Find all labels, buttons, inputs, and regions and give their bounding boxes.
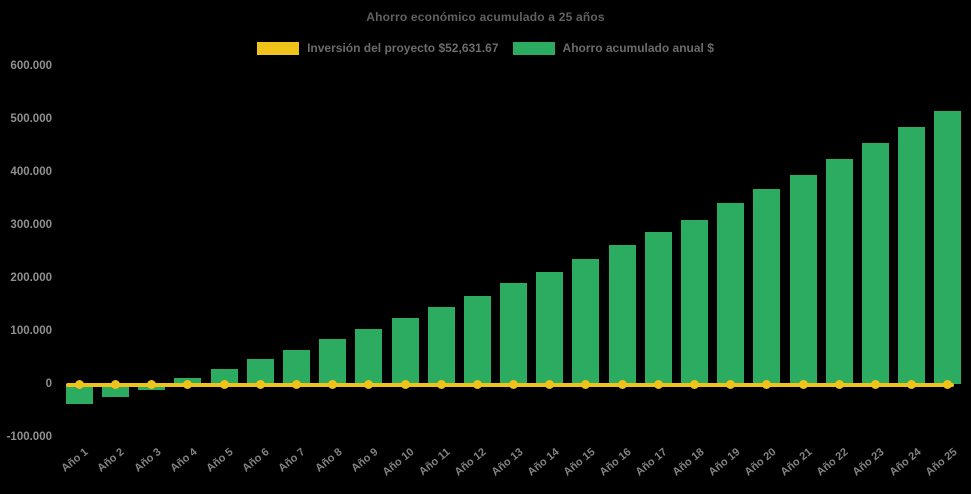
bar [717, 203, 745, 384]
investment-line-marker [545, 380, 555, 389]
investment-line-marker [364, 380, 374, 389]
investment-line-marker [798, 380, 808, 389]
investment-line-marker [255, 380, 265, 389]
bar [644, 232, 672, 384]
bar [789, 174, 817, 384]
investment-line-marker [219, 380, 229, 389]
investment-line-marker [147, 380, 157, 389]
bar [681, 219, 709, 384]
bar [608, 244, 636, 384]
bar [934, 110, 962, 384]
bar [427, 306, 455, 384]
investment-line-marker [762, 380, 772, 389]
bar [500, 283, 528, 384]
bar [210, 368, 238, 384]
y-axis-tick-label: 600.000 [10, 60, 52, 72]
savings-legend-label: Ahorro acumulado anual $ [562, 41, 714, 55]
investment-line-marker [183, 380, 193, 389]
investment-swatch [257, 41, 300, 55]
investment-legend-label: Inversión del proyecto $52,631.67 [307, 41, 499, 55]
investment-line-marker [690, 380, 700, 389]
investment-line-marker [943, 380, 953, 389]
y-axis-tick-label: -100.000 [6, 431, 52, 443]
investment-line-marker [726, 380, 736, 389]
investment-line-marker [328, 380, 338, 389]
bar [319, 339, 347, 384]
investment-line-marker [581, 380, 591, 389]
investment-line-marker [472, 380, 482, 389]
y-axis-tick-label: 0 [45, 378, 52, 390]
legend-item-investment[interactable]: Inversión del proyecto $52,631.67 [257, 41, 499, 55]
legend: Inversión del proyecto $52,631.67 Ahorro… [0, 41, 971, 55]
investment-line-marker [907, 380, 917, 389]
investment-line-marker [110, 380, 120, 389]
bar [282, 349, 310, 384]
investment-line-marker [74, 380, 84, 389]
bar [572, 259, 600, 384]
investment-line-marker [436, 380, 446, 389]
investment-line-marker [509, 380, 519, 389]
bar [355, 329, 383, 384]
investment-line-marker [870, 380, 880, 389]
investment-line-marker [291, 380, 301, 389]
investment-line-marker [653, 380, 663, 389]
bar [65, 384, 93, 404]
savings-swatch [512, 41, 555, 55]
bar [391, 317, 419, 384]
y-axis-tick-label: 200.000 [10, 272, 52, 284]
legend-item-savings[interactable]: Ahorro acumulado anual $ [512, 41, 714, 55]
investment-line-marker [617, 380, 627, 389]
bar [825, 159, 853, 384]
y-axis-tick-label: 300.000 [10, 219, 52, 231]
chart-title: Ahorro económico acumulado a 25 años [366, 10, 605, 24]
bar [536, 271, 564, 384]
bar [246, 359, 274, 384]
bar [898, 127, 926, 384]
bar [753, 189, 781, 384]
bar [101, 384, 129, 398]
y-axis-tick-label: 100.000 [10, 325, 52, 337]
y-axis-tick-label: 400.000 [10, 166, 52, 178]
y-axis-tick-label: 500.000 [10, 113, 52, 125]
bar [861, 143, 889, 384]
investment-line-marker [400, 380, 410, 389]
bar [463, 296, 491, 384]
investment-line-marker [834, 380, 844, 389]
